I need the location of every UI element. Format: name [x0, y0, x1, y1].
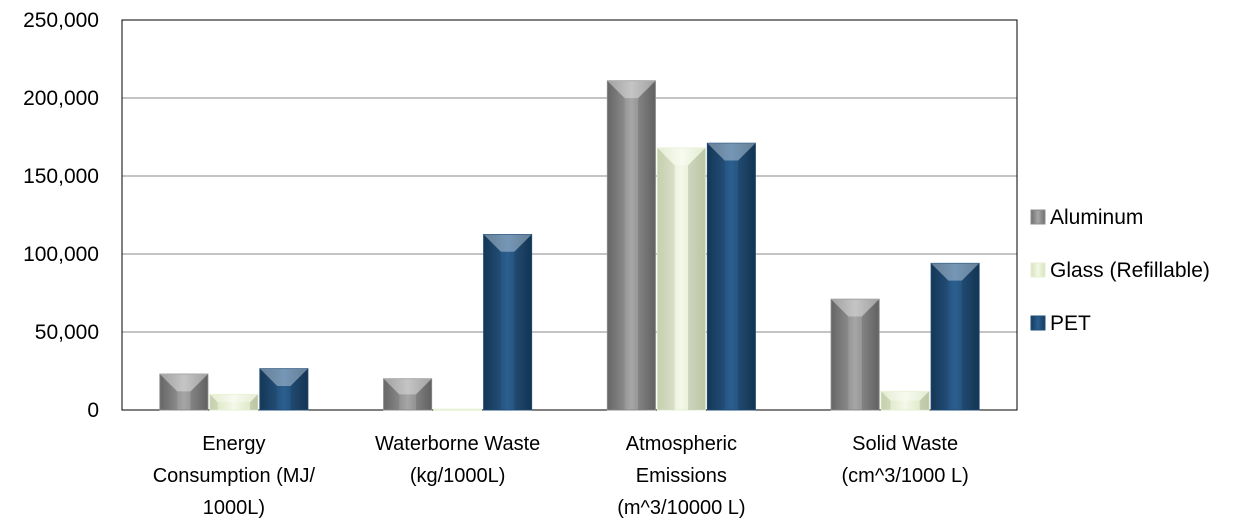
legend-label: PET — [1050, 312, 1091, 335]
legend-item: PET — [1030, 312, 1091, 335]
legend-item: Glass (Refillable) — [1030, 259, 1210, 282]
x-category-label: Solid Waste (cm^3/1000 L) — [842, 433, 969, 487]
bar-aluminum — [830, 298, 880, 411]
y-tick-label: 50,000 — [35, 321, 99, 344]
x-axis-category-labels: Energy Consumption (MJ/1000L) Waterborne W… — [153, 433, 969, 519]
y-tick-label: 100,000 — [23, 243, 99, 266]
y-axis-tick-labels: 0 50,000 100,000 150,000 200,000 250,000 — [23, 9, 99, 422]
y-tick-label: 200,000 — [23, 87, 99, 110]
bar-glass-refillable — [656, 147, 706, 411]
bar-pet — [706, 142, 756, 411]
y-tick-label: 0 — [87, 399, 99, 422]
y-tick-label: 150,000 — [23, 165, 99, 188]
bars — [159, 80, 980, 411]
legend-label: Aluminum — [1050, 206, 1143, 229]
bar-aluminum — [606, 80, 656, 411]
y-tick-label: 250,000 — [23, 9, 99, 32]
bar-pet — [259, 368, 309, 411]
bar-glass-refillable — [209, 393, 259, 411]
legend: Aluminum Glass (Refillable) PET — [1030, 206, 1210, 335]
bar-pet — [483, 234, 533, 411]
legend-label: Glass (Refillable) — [1050, 259, 1210, 282]
legend-swatch — [1030, 209, 1046, 225]
bar-glass-refillable — [433, 408, 483, 411]
bar-pet — [930, 262, 980, 411]
gridlines — [122, 19, 1017, 411]
bar-aluminum — [159, 373, 209, 411]
legend-swatch — [1030, 262, 1046, 278]
bar-glass-refillable — [880, 390, 930, 411]
plot-area-frame — [121, 19, 1018, 411]
x-category-label: Atmospheric Emissions (m^3/10000 L) — [617, 433, 745, 519]
x-category-label: Energy Consumption (MJ/1000L) — [153, 433, 316, 519]
bar-aluminum — [383, 378, 433, 411]
x-category-label: Waterborne Waste (kg/1000L) — [375, 433, 540, 487]
legend-swatch — [1030, 315, 1046, 331]
legend-item: Aluminum — [1030, 206, 1143, 229]
